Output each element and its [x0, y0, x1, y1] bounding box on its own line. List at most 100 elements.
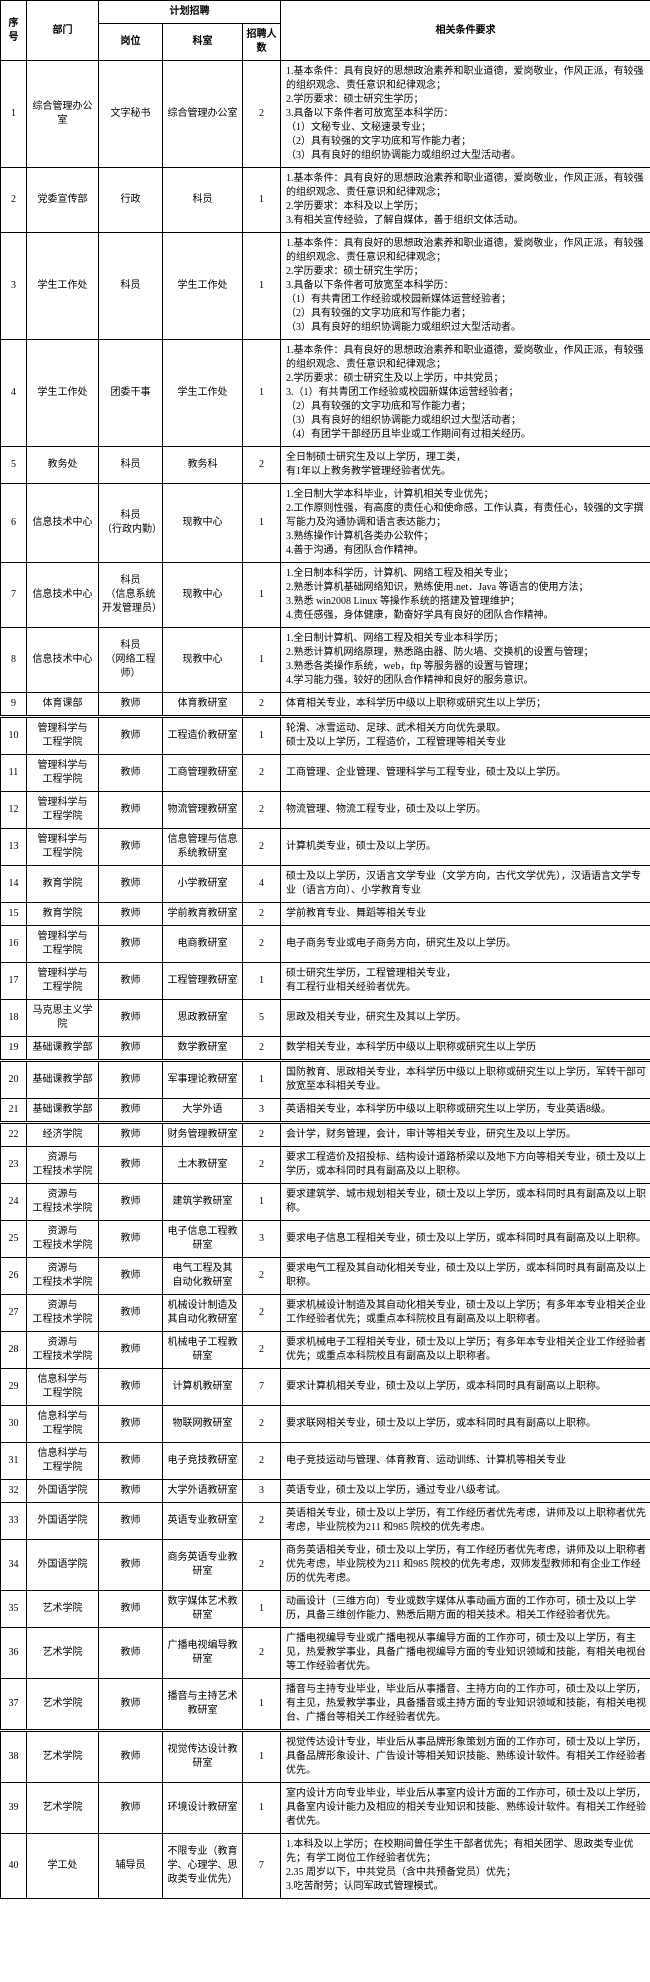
cell-req: 轮滑、冰雪运动、足球、武术相关方向优先录取。 硕士及以上学历，工程造价，工程管理…: [281, 717, 650, 755]
cell-num: 2: [243, 792, 281, 829]
cell-room: 土木教研室: [163, 1147, 243, 1184]
cell-dept: 基础课教学部: [27, 1099, 99, 1123]
cell-seq: 20: [1, 1061, 27, 1099]
cell-dept: 教育学院: [27, 903, 99, 926]
cell-num: 2: [243, 693, 281, 717]
cell-seq: 35: [1, 1591, 27, 1628]
cell-room: 机械电子工程教研室: [163, 1332, 243, 1369]
table-row: 32外国语学院教师大学外语教研室3英语专业，硕士及以上学历，通过专业八级考试。: [1, 1480, 650, 1503]
header-dept: 部门: [27, 1, 99, 61]
cell-dept: 管理科学与 工程学院: [27, 926, 99, 963]
cell-pos: 教师: [99, 1783, 163, 1834]
table-row: 26资源与 工程技术学院教师电气工程及其 自动化教研室2要求电气工程及其自动化相…: [1, 1258, 650, 1295]
table-body: 1综合管理办公室文字秘书综合管理办公室21.基本条件：具有良好的思想政治素养和职…: [1, 61, 650, 1899]
cell-pos: 教师: [99, 1061, 163, 1099]
cell-pos: 教师: [99, 1147, 163, 1184]
cell-pos: 教师: [99, 866, 163, 903]
cell-pos: 教师: [99, 693, 163, 717]
table-row: 11管理科学与 工程学院教师工商管理教研室2工商管理、企业管理、管理科学与工程专…: [1, 755, 650, 792]
cell-dept: 艺术学院: [27, 1591, 99, 1628]
cell-seq: 27: [1, 1295, 27, 1332]
cell-dept: 信息技术中心: [27, 563, 99, 628]
cell-room: 电子信息工程教研室: [163, 1221, 243, 1258]
header-room: 科室: [163, 24, 243, 61]
cell-req: 数学相关专业，本科学历中级以上职称或研究生以上学历: [281, 1037, 650, 1061]
cell-num: 2: [243, 926, 281, 963]
cell-req: 电子竞技运动与管理、体育教育、运动训练、计算机等相关专业: [281, 1443, 650, 1480]
table-row: 20基础课教学部教师军事理论教研室1国防教育、思政相关专业，本科学历中级以上职称…: [1, 1061, 650, 1099]
table-row: 28资源与 工程技术学院教师机械电子工程教研室2要求机械电子工程相关专业，硕士及…: [1, 1332, 650, 1369]
cell-req: 1.全日制计算机、网络工程及相关专业本科学历； 2.熟悉计算机网络原理，熟悉路由…: [281, 628, 650, 693]
cell-dept: 信息科学与 工程学院: [27, 1369, 99, 1406]
table-row: 5教务处科员教务科2全日制硕士研究生及以上学历，理工类， 有1年以上教务教学管理…: [1, 447, 650, 484]
cell-pos: 教师: [99, 829, 163, 866]
cell-req: 思政及相关专业，研究生及其以上学历。: [281, 1000, 650, 1037]
cell-pos: 行政: [99, 168, 163, 233]
cell-seq: 12: [1, 792, 27, 829]
cell-room: 机械设计制造及 其自动化教研室: [163, 1295, 243, 1332]
cell-pos: 教师: [99, 1184, 163, 1221]
cell-num: 2: [243, 903, 281, 926]
cell-seq: 14: [1, 866, 27, 903]
cell-room: 体育教研室: [163, 693, 243, 717]
cell-seq: 21: [1, 1099, 27, 1123]
table-row: 1综合管理办公室文字秘书综合管理办公室21.基本条件：具有良好的思想政治素养和职…: [1, 61, 650, 168]
cell-req: 英语相关专业，本科学历中级以上职称或研究生以上学历，专业英语8级。: [281, 1099, 650, 1123]
cell-pos: 教师: [99, 717, 163, 755]
table-row: 15教育学院教师学前教育教研室2学前教育专业、舞蹈等相关专业: [1, 903, 650, 926]
cell-req: 要求电气工程及其自动化相关专业，硕士及以上学历，或本科同时具有副高及以上职称。: [281, 1258, 650, 1295]
cell-room: 物联网教研室: [163, 1406, 243, 1443]
cell-num: 1: [243, 963, 281, 1000]
header-plan: 计划招聘: [99, 1, 281, 24]
table-row: 38艺术学院教师视觉传达设计教研室1视觉传达设计专业，毕业后从事品牌形象策划方面…: [1, 1731, 650, 1783]
cell-dept: 外国语学院: [27, 1503, 99, 1540]
cell-req: 播音与主持专业毕业，毕业后从事播音、主持方向的工作亦可，硕士及以上学历，有主见，…: [281, 1679, 650, 1731]
cell-dept: 资源与 工程技术学院: [27, 1147, 99, 1184]
cell-dept: 党委宣传部: [27, 168, 99, 233]
cell-room: 电气工程及其 自动化教研室: [163, 1258, 243, 1295]
cell-dept: 艺术学院: [27, 1783, 99, 1834]
table-head: 序号 部门 计划招聘 相关条件要求 岗位 科室 招聘人数: [1, 1, 650, 61]
header-pos: 岗位: [99, 24, 163, 61]
cell-req: 1.全日制本科学历，计算机、网络工程及相关专业； 2.熟悉计算机基础网络知识，熟…: [281, 563, 650, 628]
cell-room: 工程造价教研室: [163, 717, 243, 755]
cell-num: 1: [243, 484, 281, 563]
cell-seq: 25: [1, 1221, 27, 1258]
cell-req: 要求计算机相关专业，硕士及以上学历，或本科同时具有副高以上职称。: [281, 1369, 650, 1406]
cell-req: 会计学，财务管理，会计，审计等相关专业，研究生及以上学历。: [281, 1123, 650, 1147]
table-row: 37艺术学院教师播音与主持艺术教研室1播音与主持专业毕业，毕业后从事播音、主持方…: [1, 1679, 650, 1731]
cell-dept: 信息科学与 工程学院: [27, 1406, 99, 1443]
cell-req: 英语相关专业，硕士及以上学历，有工作经历者优先考虑，讲师及以上职称者优先考虑，毕…: [281, 1503, 650, 1540]
cell-num: 2: [243, 1628, 281, 1679]
cell-num: 1: [243, 717, 281, 755]
cell-seq: 33: [1, 1503, 27, 1540]
cell-req: 动画设计（三维方向）专业或数字媒体从事动画方面的工作亦可，硕士及以上学历，具备三…: [281, 1591, 650, 1628]
cell-pos: 教师: [99, 1628, 163, 1679]
cell-seq: 17: [1, 963, 27, 1000]
cell-dept: 教育学院: [27, 866, 99, 903]
cell-seq: 30: [1, 1406, 27, 1443]
cell-seq: 19: [1, 1037, 27, 1061]
cell-num: 2: [243, 1147, 281, 1184]
cell-seq: 4: [1, 340, 27, 447]
cell-dept: 管理科学与 工程学院: [27, 829, 99, 866]
cell-dept: 资源与 工程技术学院: [27, 1295, 99, 1332]
cell-req: 要求机械电子工程相关专业，硕士及以上学历；有多年本专业相关企业工作经验者优先；或…: [281, 1332, 650, 1369]
cell-seq: 6: [1, 484, 27, 563]
table-row: 14教育学院教师小学教研室4硕士及以上学历，汉语言文学专业（文学方向，古代文学优…: [1, 866, 650, 903]
cell-num: 1: [243, 1061, 281, 1099]
table-row: 30信息科学与 工程学院教师物联网教研室2要求联网相关专业，硕士及以上学历，或本…: [1, 1406, 650, 1443]
cell-pos: 辅导员: [99, 1834, 163, 1899]
header-seq: 序号: [1, 1, 27, 61]
cell-seq: 38: [1, 1731, 27, 1783]
cell-room: 工程管理教研室: [163, 963, 243, 1000]
cell-pos: 教师: [99, 1332, 163, 1369]
cell-req: 要求机械设计制造及其自动化相关专业，硕士及以上学历；有多年本专业相关企业工作经验…: [281, 1295, 650, 1332]
cell-dept: 基础课教学部: [27, 1061, 99, 1099]
cell-room: 科员: [163, 168, 243, 233]
table-row: 13管理科学与 工程学院教师信息管理与信息 系统教研室2计算机类专业，硕士及以上…: [1, 829, 650, 866]
cell-pos: 教师: [99, 903, 163, 926]
cell-req: 商务英语相关专业，硕士及以上学历，有工作经历者优先考虑，讲师及以上职称者优先考虑…: [281, 1540, 650, 1591]
cell-req: 要求建筑学、城市规划相关专业，硕士及以上学历，或本科同时具有副高及以上职称。: [281, 1184, 650, 1221]
cell-seq: 28: [1, 1332, 27, 1369]
